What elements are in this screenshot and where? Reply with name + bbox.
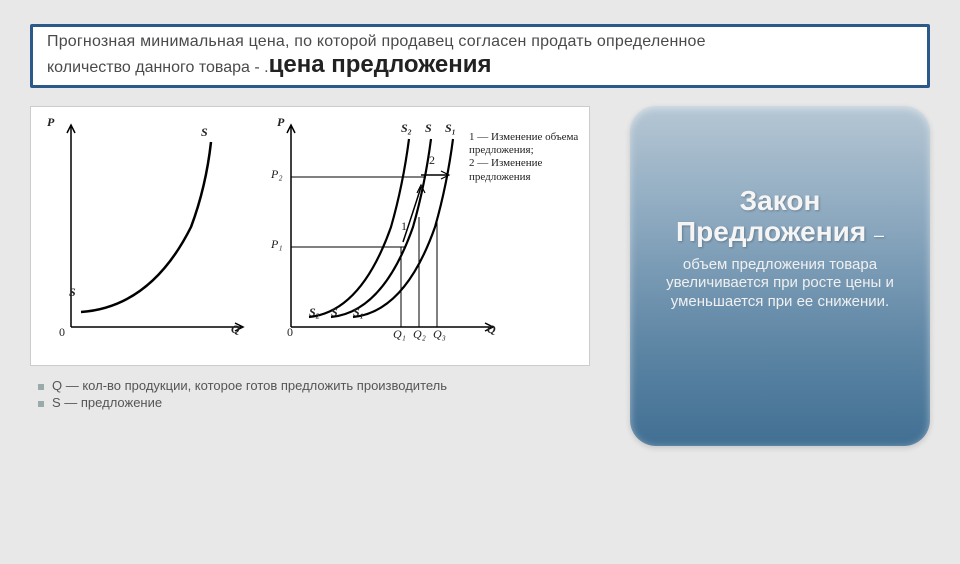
- law-of-supply-box: Закон Предложения – объем предложения то…: [630, 106, 930, 446]
- chart-annotation: 1 — Изменение объема предложения; 2 — Из…: [469, 131, 599, 184]
- supply-charts: P Q 0 S S P Q 0 S₂ S S₁ P₂ P₁ Q₁ Q₂ Q₃ S…: [30, 106, 590, 366]
- content-row: P Q 0 S S P Q 0 S₂ S S₁ P₂ P₁ Q₁ Q₂ Q₃ S…: [0, 106, 960, 446]
- left-origin: 0: [59, 325, 65, 340]
- p1-label: P₁: [271, 237, 283, 252]
- s-top: S: [425, 121, 432, 136]
- annot-l2: предложения;: [469, 144, 599, 157]
- left-curve-bottom-label: S: [69, 285, 76, 300]
- legend-s: S — предложение: [38, 395, 582, 410]
- s1-bottom: S₁: [353, 305, 364, 320]
- info-title-l2: Предложения: [676, 216, 866, 247]
- annot-l4: предложения: [469, 171, 599, 184]
- legend: Q — кол-во продукции, которое готов пред…: [30, 374, 590, 416]
- q1-label: Q₁: [393, 327, 406, 342]
- info-dash: –: [874, 225, 884, 245]
- left-x-axis-label: Q: [231, 322, 240, 337]
- s-bottom: S: [331, 305, 338, 320]
- right-y-axis-label: P: [277, 115, 284, 130]
- annot-l1: 1 — Изменение объема: [469, 131, 599, 144]
- right-x-axis-label: Q: [487, 322, 496, 337]
- left-curve-top-label: S: [201, 125, 208, 140]
- charts-column: P Q 0 S S P Q 0 S₂ S S₁ P₂ P₁ Q₁ Q₂ Q₃ S…: [30, 106, 590, 446]
- bullet-icon: [38, 401, 44, 407]
- definition-line1: Прогнозная минимальная цена, по которой …: [47, 33, 913, 51]
- info-title-l1: Закон: [740, 185, 821, 216]
- definition-line2: количество данного товара - .цена предло…: [47, 51, 913, 79]
- definition-prefix: количество данного товара - .: [47, 59, 269, 76]
- s1-top: S₁: [445, 121, 456, 136]
- definition-header: Прогнозная минимальная цена, по которой …: [30, 24, 930, 88]
- annot-l3: 2 — Изменение: [469, 157, 599, 170]
- info-body: объем предложения товара увеличивается п…: [654, 256, 906, 312]
- legend-q-text: Q — кол-во продукции, которое готов пред…: [52, 378, 447, 393]
- arrow2-label: 2: [429, 153, 435, 168]
- q2-label: Q₂: [413, 327, 426, 342]
- s2-top: S₂: [401, 121, 412, 136]
- p2-label: P₂: [271, 167, 283, 182]
- left-y-axis-label: P: [47, 115, 54, 130]
- s2-bottom: S₂: [309, 305, 320, 320]
- arrow1-label: 1: [401, 219, 407, 234]
- definition-term: цена предложения: [269, 51, 492, 78]
- legend-s-text: S — предложение: [52, 395, 162, 410]
- info-title: Закон Предложения –: [654, 186, 906, 248]
- legend-q: Q — кол-во продукции, которое готов пред…: [38, 378, 582, 393]
- info-column: Закон Предложения – объем предложения то…: [610, 106, 930, 446]
- bullet-icon: [38, 384, 44, 390]
- q3-label: Q₃: [433, 327, 446, 342]
- right-origin: 0: [287, 325, 293, 340]
